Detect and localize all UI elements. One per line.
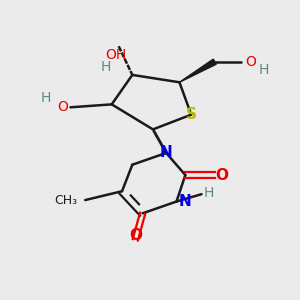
Text: N: N — [160, 146, 172, 160]
Text: CH₃: CH₃ — [55, 194, 78, 207]
Polygon shape — [179, 59, 216, 82]
Text: H: H — [204, 186, 214, 200]
Text: OH: OH — [106, 48, 127, 62]
Text: O: O — [245, 55, 256, 69]
Text: H: H — [41, 92, 51, 106]
Text: N: N — [179, 194, 192, 209]
Text: O: O — [129, 228, 142, 243]
Text: O: O — [216, 167, 229, 182]
Text: H: H — [258, 64, 269, 77]
Text: H: H — [100, 60, 111, 74]
Text: O: O — [57, 100, 68, 114]
Text: S: S — [186, 107, 197, 122]
